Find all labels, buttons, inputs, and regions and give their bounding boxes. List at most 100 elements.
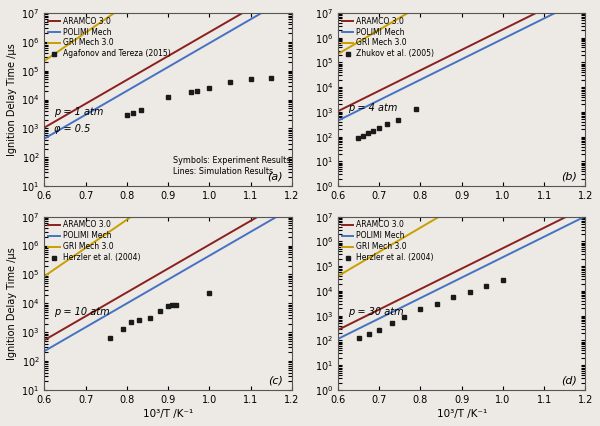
Herzler et al. (2004) xyxy=(499,278,506,283)
Text: p = 1 atm: p = 1 atm xyxy=(55,107,104,117)
ARAMCO 3.0 xyxy=(520,17,527,22)
ARAMCO 3.0 xyxy=(436,277,443,282)
POLIMI Mech xyxy=(334,337,341,342)
GRI Mech 3.0 xyxy=(124,1,131,6)
Zhukov et al. (2005) xyxy=(394,118,401,123)
Herzler et al. (2004) xyxy=(417,307,424,312)
ARAMCO 3.0 xyxy=(202,245,209,250)
GRI Mech 3.0 xyxy=(202,164,209,169)
ARAMCO 3.0 xyxy=(124,289,131,294)
Agafonov and Tereza (2015) xyxy=(164,95,172,100)
Herzler et al. (2004) xyxy=(450,295,457,300)
ARAMCO 3.0 xyxy=(124,77,131,82)
GRI Mech 3.0 xyxy=(124,216,131,222)
ARAMCO 3.0 xyxy=(365,93,373,98)
Agafonov and Tereza (2015) xyxy=(268,75,275,81)
Text: (a): (a) xyxy=(268,172,283,182)
Zhukov et al. (2005) xyxy=(370,128,377,133)
GRI Mech 3.0 xyxy=(226,147,233,153)
POLIMI Mech xyxy=(519,245,526,250)
ARAMCO 3.0 xyxy=(418,67,425,72)
Agafonov and Tereza (2015) xyxy=(187,89,194,95)
Herzler et al. (2004) xyxy=(433,301,440,306)
Legend: ARAMCO 3.0, POLIMI Mech, GRI Mech 3.0, Zhukov et al. (2005): ARAMCO 3.0, POLIMI Mech, GRI Mech 3.0, Z… xyxy=(340,15,436,60)
Agafonov and Tereza (2015) xyxy=(124,112,131,117)
Line: POLIMI Mech: POLIMI Mech xyxy=(338,0,593,121)
POLIMI Mech xyxy=(334,118,341,123)
Zhukov et al. (2005) xyxy=(359,133,367,138)
X-axis label: 10³/T /K⁻¹: 10³/T /K⁻¹ xyxy=(437,409,487,419)
ARAMCO 3.0 xyxy=(41,125,48,130)
ARAMCO 3.0 xyxy=(519,236,526,241)
POLIMI Mech xyxy=(142,78,149,83)
ARAMCO 3.0 xyxy=(71,107,79,112)
Herzler et al. (2004) xyxy=(107,335,114,340)
POLIMI Mech xyxy=(520,26,527,31)
ARAMCO 3.0 xyxy=(436,58,443,63)
GRI Mech 3.0 xyxy=(520,164,527,170)
Agafonov and Tereza (2015) xyxy=(226,80,233,85)
Text: (d): (d) xyxy=(561,376,577,386)
Agafonov and Tereza (2015) xyxy=(130,110,137,115)
Zhukov et al. (2005) xyxy=(413,106,420,111)
Zhukov et al. (2005) xyxy=(384,122,391,127)
ARAMCO 3.0 xyxy=(226,18,233,23)
ARAMCO 3.0 xyxy=(226,231,233,236)
GRI Mech 3.0 xyxy=(71,253,79,258)
Text: p = 30 atm: p = 30 atm xyxy=(348,307,404,317)
POLIMI Mech xyxy=(365,103,373,108)
GRI Mech 3.0 xyxy=(227,147,234,152)
GRI Mech 3.0 xyxy=(365,256,373,261)
ARAMCO 3.0 xyxy=(227,230,234,235)
ARAMCO 3.0 xyxy=(495,248,502,253)
Line: POLIMI Mech: POLIMI Mech xyxy=(44,203,300,351)
POLIMI Mech xyxy=(495,38,502,43)
POLIMI Mech xyxy=(418,77,425,82)
Line: ARAMCO 3.0: ARAMCO 3.0 xyxy=(338,0,593,111)
Herzler et al. (2004) xyxy=(173,302,180,307)
Zhukov et al. (2005) xyxy=(364,130,371,135)
POLIMI Mech xyxy=(296,201,304,206)
GRI Mech 3.0 xyxy=(436,214,443,219)
Line: GRI Mech 3.0: GRI Mech 3.0 xyxy=(338,0,593,54)
POLIMI Mech xyxy=(71,331,79,336)
Line: GRI Mech 3.0: GRI Mech 3.0 xyxy=(44,101,300,276)
GRI Mech 3.0 xyxy=(418,225,425,230)
POLIMI Mech xyxy=(41,136,48,141)
Text: φ = 0.5: φ = 0.5 xyxy=(55,124,91,134)
POLIMI Mech xyxy=(202,43,209,48)
Line: Herzler et al. (2004): Herzler et al. (2004) xyxy=(108,291,212,340)
X-axis label: 10³/T /K⁻¹: 10³/T /K⁻¹ xyxy=(143,409,193,419)
POLIMI Mech xyxy=(202,256,209,261)
GRI Mech 3.0 xyxy=(71,37,79,42)
ARAMCO 3.0 xyxy=(296,190,304,195)
Herzler et al. (2004) xyxy=(365,331,373,336)
Legend: ARAMCO 3.0, POLIMI Mech, GRI Mech 3.0, Herzler et al. (2004): ARAMCO 3.0, POLIMI Mech, GRI Mech 3.0, H… xyxy=(47,219,142,264)
POLIMI Mech xyxy=(418,295,425,300)
Agafonov and Tereza (2015) xyxy=(193,88,200,93)
Line: POLIMI Mech: POLIMI Mech xyxy=(44,0,300,138)
Line: ARAMCO 3.0: ARAMCO 3.0 xyxy=(338,203,593,330)
ARAMCO 3.0 xyxy=(142,279,149,284)
ARAMCO 3.0 xyxy=(418,286,425,291)
POLIMI Mech xyxy=(520,244,527,249)
Line: ARAMCO 3.0: ARAMCO 3.0 xyxy=(44,0,300,127)
GRI Mech 3.0 xyxy=(334,52,341,57)
Text: p = 10 atm: p = 10 atm xyxy=(55,307,110,317)
Line: GRI Mech 3.0: GRI Mech 3.0 xyxy=(338,126,593,276)
ARAMCO 3.0 xyxy=(71,320,79,325)
Agafonov and Tereza (2015) xyxy=(206,86,213,91)
POLIMI Mech xyxy=(519,26,526,32)
ARAMCO 3.0 xyxy=(520,235,527,240)
ARAMCO 3.0 xyxy=(334,327,341,332)
Zhukov et al. (2005) xyxy=(376,126,383,131)
ARAMCO 3.0 xyxy=(202,32,209,37)
Herzler et al. (2004) xyxy=(164,304,172,309)
Legend: ARAMCO 3.0, POLIMI Mech, GRI Mech 3.0, Agafonov and Tereza (2015): ARAMCO 3.0, POLIMI Mech, GRI Mech 3.0, A… xyxy=(47,15,172,60)
Herzler et al. (2004) xyxy=(136,317,143,322)
POLIMI Mech xyxy=(124,300,131,305)
POLIMI Mech xyxy=(41,348,48,354)
GRI Mech 3.0 xyxy=(590,124,597,129)
GRI Mech 3.0 xyxy=(296,98,304,104)
Herzler et al. (2004) xyxy=(376,327,383,332)
